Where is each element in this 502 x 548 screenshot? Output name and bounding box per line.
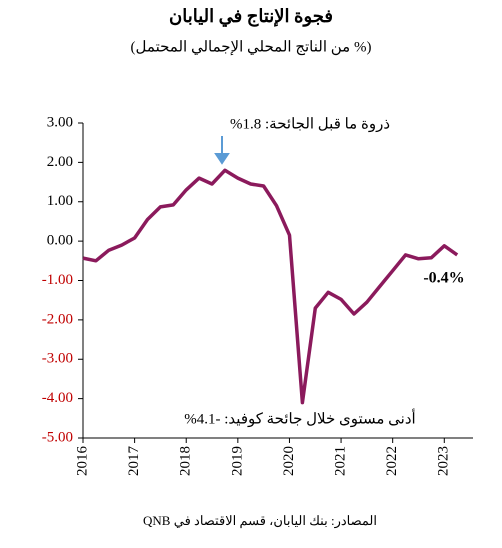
y-tick-label: 3.00 xyxy=(47,114,73,130)
y-tick-label: 2.00 xyxy=(47,154,73,170)
x-tick-label: 2017 xyxy=(126,446,142,477)
chart-title: فجوة الإنتاج في اليابان xyxy=(169,6,333,27)
line xyxy=(82,168,459,405)
x-tick-label: 2022 xyxy=(384,446,400,476)
y-tick-label: 1.00 xyxy=(47,193,73,209)
chart-subtitle: (% من الناتج المحلي الإجمالي المحتمل) xyxy=(131,39,372,55)
annotation: -0.4% xyxy=(423,270,464,287)
y-tick-label: -4.00 xyxy=(42,390,73,406)
y-tick-label: 0.00 xyxy=(47,233,73,249)
source: المصادر: بنك اليابان، قسم الاقتصاد في QN… xyxy=(143,513,377,529)
y-tick-label: -3.00 xyxy=(42,351,73,367)
y-tick-label: -5.00 xyxy=(42,429,73,445)
x-tick-label: 2016 xyxy=(74,446,90,477)
annotation: أدنى مستوى خلال جائحة كوفيد: -4.1% xyxy=(184,408,415,427)
y-tick-label: -1.00 xyxy=(42,272,73,288)
x-tick-label: 2018 xyxy=(178,446,194,476)
arrow xyxy=(214,136,230,165)
x-tick-label: 2023 xyxy=(436,446,452,476)
x-tick-label: 2019 xyxy=(229,446,245,476)
x-tick-label: 2020 xyxy=(281,446,297,476)
annotation: ذروة ما قبل الجائحة: 1.8% xyxy=(230,116,390,132)
y-tick-label: -2.00 xyxy=(42,311,73,327)
x-tick-label: 2021 xyxy=(333,446,349,476)
